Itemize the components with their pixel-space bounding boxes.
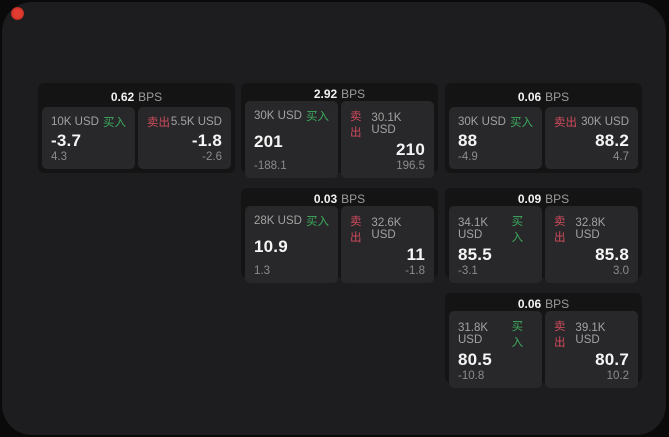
sell-delta: -2.6 xyxy=(202,151,222,163)
buy-notional: 28K USD xyxy=(254,215,302,227)
buy-panel[interactable]: 30K USD 买入 201 -188.1 xyxy=(245,101,338,178)
sell-price: -1.8 xyxy=(191,130,222,150)
quote-card: 0.06 BPS 30K USD 买入 88 -4.9 卖出 30K USD 8… xyxy=(445,83,642,173)
sell-side-label: 卖出 xyxy=(554,216,566,244)
card-header: 0.06 BPS xyxy=(449,297,638,311)
spread-value: 2.92 xyxy=(313,87,338,101)
sell-notional: 30.1K USD xyxy=(371,112,402,136)
buy-delta: -4.9 xyxy=(458,151,478,163)
sell-delta: 3.0 xyxy=(613,265,629,277)
sell-notional: 30K USD xyxy=(581,116,629,128)
buy-panel[interactable]: 10K USD 买入 -3.7 4.3 xyxy=(42,107,135,169)
buy-price: 88 xyxy=(458,130,478,150)
card-header: 0.06 BPS xyxy=(449,87,638,107)
spread-unit: BPS xyxy=(341,87,366,101)
card-header: 0.62 BPS xyxy=(42,87,231,107)
sell-side-label: 卖出 xyxy=(147,117,170,129)
sell-panel[interactable]: 卖出 39.1K USD 80.7 10.2 xyxy=(545,311,638,388)
sell-delta: -1.8 xyxy=(405,265,425,277)
sell-price: 210 xyxy=(396,140,425,159)
spread-unit: BPS xyxy=(138,90,163,104)
sell-notional: 39.1K USD xyxy=(575,322,606,346)
buy-notional: 31.8K USD xyxy=(458,322,489,346)
sell-price: 88.2 xyxy=(595,130,629,150)
buy-side-label: 买入 xyxy=(306,216,329,228)
record-indicator-icon xyxy=(11,7,24,20)
spread-value: 0.06 xyxy=(517,90,542,104)
buy-notional: 34.1K USD xyxy=(458,217,489,241)
spread-value: 0.03 xyxy=(313,192,338,206)
sell-panel[interactable]: 卖出 30.1K USD 210 196.5 xyxy=(341,101,434,178)
spread-unit: BPS xyxy=(545,192,570,206)
sell-delta: 10.2 xyxy=(606,370,629,382)
sell-side-label: 卖出 xyxy=(350,216,362,244)
buy-delta: -10.8 xyxy=(458,370,485,382)
spread-unit: BPS xyxy=(545,90,570,104)
spread-value: 0.06 xyxy=(517,297,542,311)
sell-price: 11 xyxy=(406,245,425,264)
buy-price: 85.5 xyxy=(458,245,492,264)
buy-delta: -3.1 xyxy=(458,265,478,277)
buy-panel[interactable]: 30K USD 买入 88 -4.9 xyxy=(449,107,542,169)
sell-delta: 196.5 xyxy=(396,160,425,172)
buy-panel[interactable]: 31.8K USD 买入 80.5 -10.8 xyxy=(449,311,542,388)
buy-price: -3.7 xyxy=(51,130,82,150)
quote-card: 0.06 BPS 31.8K USD 买入 80.5 -10.8 卖出 39.1… xyxy=(445,293,642,388)
sell-panel[interactable]: 卖出 32.8K USD 85.8 3.0 xyxy=(545,206,638,283)
quote-card: 0.03 BPS 28K USD 买入 10.9 1.3 卖出 32.6K US… xyxy=(241,188,438,283)
card-header: 0.03 BPS xyxy=(245,192,434,206)
buy-price: 80.5 xyxy=(458,350,492,369)
spread-unit: BPS xyxy=(545,297,570,311)
sell-panel[interactable]: 卖出 30K USD 88.2 4.7 xyxy=(545,107,638,169)
buy-delta: 4.3 xyxy=(51,151,67,163)
sell-notional: 32.6K USD xyxy=(371,217,402,241)
quote-card: 0.09 BPS 34.1K USD 买入 85.5 -3.1 卖出 32.8K… xyxy=(445,188,642,283)
card-header: 2.92 BPS xyxy=(245,87,434,101)
spread-value: 0.09 xyxy=(517,192,542,206)
buy-price: 10.9 xyxy=(254,237,288,256)
buy-side-label: 买入 xyxy=(511,321,524,349)
buy-side-label: 买入 xyxy=(510,117,533,129)
sell-price: 80.7 xyxy=(595,350,629,369)
buy-side-label: 买入 xyxy=(511,216,524,244)
card-header: 0.09 BPS xyxy=(449,192,638,206)
sell-side-label: 卖出 xyxy=(554,117,577,129)
sell-delta: 4.7 xyxy=(613,151,629,163)
sell-notional: 32.8K USD xyxy=(575,217,606,241)
sell-price: 85.8 xyxy=(595,245,629,264)
spread-value: 0.62 xyxy=(110,90,135,104)
sell-notional: 5.5K USD xyxy=(170,116,222,128)
buy-side-label: 买入 xyxy=(103,117,126,129)
buy-price: 201 xyxy=(254,132,283,151)
quote-card: 2.92 BPS 30K USD 买入 201 -188.1 卖出 30.1K … xyxy=(241,83,438,178)
buy-notional: 30K USD xyxy=(254,110,302,122)
quote-card: 0.62 BPS 10K USD 买入 -3.7 4.3 卖出 5.5K USD… xyxy=(38,83,235,173)
sell-panel[interactable]: 卖出 5.5K USD -1.8 -2.6 xyxy=(138,107,231,169)
buy-panel[interactable]: 34.1K USD 买入 85.5 -3.1 xyxy=(449,206,542,283)
sell-side-label: 卖出 xyxy=(350,111,362,139)
sell-side-label: 卖出 xyxy=(554,321,566,349)
buy-side-label: 买入 xyxy=(306,111,329,123)
buy-delta: -188.1 xyxy=(254,160,287,172)
buy-delta: 1.3 xyxy=(254,265,270,277)
sell-panel[interactable]: 卖出 32.6K USD 11 -1.8 xyxy=(341,206,434,283)
buy-panel[interactable]: 28K USD 买入 10.9 1.3 xyxy=(245,206,338,283)
spread-unit: BPS xyxy=(341,192,366,206)
buy-notional: 10K USD xyxy=(51,116,99,128)
buy-notional: 30K USD xyxy=(458,116,506,128)
